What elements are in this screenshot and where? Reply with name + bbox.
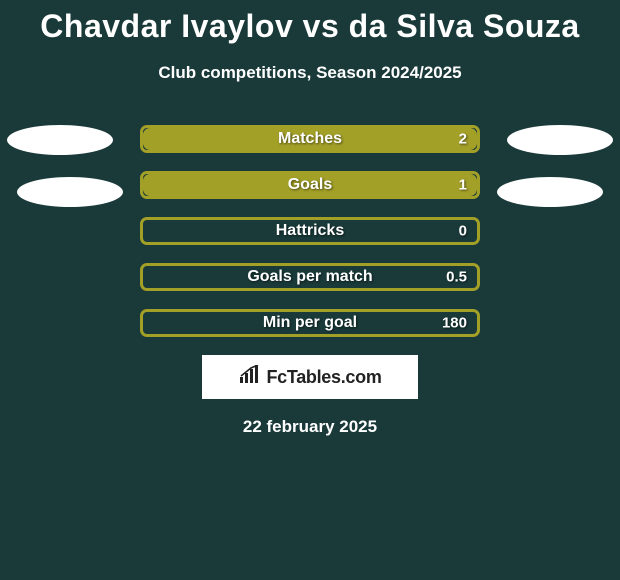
bar-chart-icon: [238, 365, 262, 390]
stat-label: Goals per match: [143, 268, 477, 286]
logo-text: FcTables.com: [266, 367, 381, 388]
stat-row: Matches2: [140, 125, 480, 153]
stat-row: Goals1: [140, 171, 480, 199]
player-right-marker-2: [497, 177, 603, 207]
player-right-marker-1: [507, 125, 613, 155]
footer-date: 22 february 2025: [0, 417, 620, 437]
stat-bars: Matches2Goals1Hattricks0Goals per match0…: [140, 125, 480, 337]
stat-label: Hattricks: [143, 222, 477, 240]
stat-label: Min per goal: [143, 314, 477, 332]
logo-box: FcTables.com: [202, 355, 418, 399]
stat-bar-fill: [143, 128, 477, 150]
player-left-marker-1: [7, 125, 113, 155]
stat-value: 180: [442, 315, 467, 332]
stat-row: Min per goal180: [140, 309, 480, 337]
stat-row: Goals per match0.5: [140, 263, 480, 291]
player-left-marker-2: [17, 177, 123, 207]
infographic-container: Chavdar Ivaylov vs da Silva Souza Club c…: [0, 0, 620, 437]
page-subtitle: Club competitions, Season 2024/2025: [0, 63, 620, 83]
page-title: Chavdar Ivaylov vs da Silva Souza: [0, 8, 620, 45]
stat-value: 0.5: [446, 269, 467, 286]
stats-area: Matches2Goals1Hattricks0Goals per match0…: [0, 125, 620, 437]
stat-value: 0: [459, 223, 467, 240]
stat-bar-fill: [143, 174, 477, 196]
stat-row: Hattricks0: [140, 217, 480, 245]
